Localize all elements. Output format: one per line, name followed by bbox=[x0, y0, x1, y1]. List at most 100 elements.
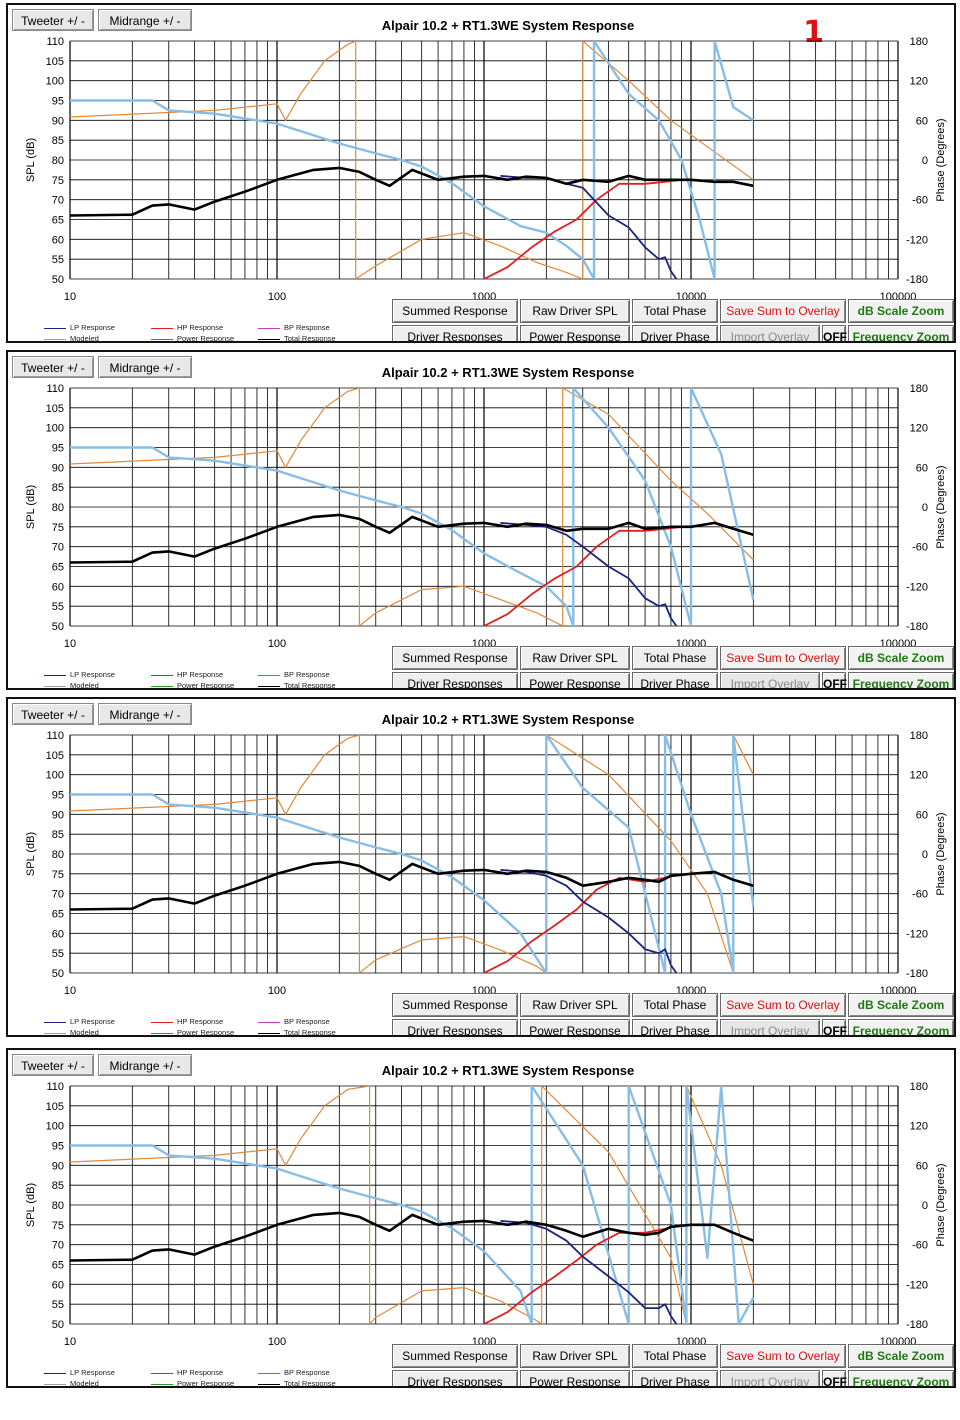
driver-responses-button[interactable]: Driver Responses bbox=[392, 1019, 518, 1035]
tweeter-level-button[interactable]: Tweeter +/ - bbox=[12, 1054, 94, 1076]
chart-panel-4: Tweeter +/ - Midrange +/ - Alpair 10.2 + R… bbox=[6, 1048, 956, 1388]
frequency-zoom-button[interactable]: Frequency Zoom bbox=[848, 672, 954, 688]
y-tick-label: 75 bbox=[52, 522, 64, 534]
driver-responses-button[interactable]: Driver Responses bbox=[392, 672, 518, 688]
save-sum-to-overlay-button[interactable]: Save Sum to Overlay bbox=[720, 993, 846, 1017]
y-tick-label: 85 bbox=[52, 1180, 64, 1192]
total-phase-button[interactable]: Total Phase bbox=[632, 299, 718, 323]
y-tick-label: 65 bbox=[52, 1260, 64, 1272]
import-overlay-button[interactable]: Import Overlay bbox=[720, 325, 820, 341]
y-tick-label: 105 bbox=[46, 1101, 64, 1113]
import-overlay-button[interactable]: Import Overlay bbox=[720, 672, 820, 688]
legend-swatch bbox=[44, 674, 66, 676]
legend-swatch bbox=[151, 327, 173, 329]
y2-tick-label: -180 bbox=[906, 1319, 928, 1331]
legend-swatch bbox=[258, 1021, 280, 1023]
db-scale-zoom-button[interactable]: dB Scale Zoom bbox=[848, 299, 954, 323]
y-tick-label: 60 bbox=[52, 581, 64, 593]
midrange-level-button[interactable]: Midrange +/ - bbox=[98, 1054, 192, 1076]
raw-driver-spl-button[interactable]: Raw Driver SPL bbox=[520, 1344, 630, 1368]
legend-power: Power Response bbox=[151, 1028, 234, 1035]
grid bbox=[69, 734, 899, 974]
legend-swatch bbox=[44, 1383, 66, 1385]
raw-driver-spl-button[interactable]: Raw Driver SPL bbox=[520, 299, 630, 323]
chart-svg: Alpair 10.2 + RT1.3WE System Response 50 5… bbox=[25, 365, 947, 650]
db-scale-zoom-button[interactable]: dB Scale Zoom bbox=[848, 993, 954, 1017]
y-tick-label: 90 bbox=[52, 462, 64, 474]
midrange-level-button[interactable]: Midrange +/ - bbox=[98, 9, 192, 31]
power-response-button[interactable]: Power Response bbox=[520, 1370, 630, 1386]
summed-response-button[interactable]: Summed Response bbox=[392, 646, 518, 670]
x-tick-label: 100 bbox=[268, 1336, 286, 1348]
chart-title: Alpair 10.2 + RT1.3WE System Response bbox=[382, 18, 635, 33]
tweeter-level-button[interactable]: Tweeter +/ - bbox=[12, 703, 94, 725]
legend-swatch bbox=[258, 1383, 280, 1385]
y2-tick-label: -120 bbox=[906, 928, 928, 940]
legend-power: Power Response bbox=[151, 681, 234, 688]
x-tick-label: 100 bbox=[268, 638, 286, 650]
y2-tick-label: 120 bbox=[910, 770, 928, 782]
y-tick-label: 85 bbox=[52, 482, 64, 494]
y-axis-label: SPL (dB) bbox=[25, 138, 37, 182]
driver-phase-button[interactable]: Driver Phase bbox=[632, 325, 718, 341]
frequency-zoom-button[interactable]: Frequency Zoom bbox=[848, 325, 954, 341]
overlay-off-toggle[interactable]: OFF bbox=[822, 672, 847, 688]
driver-phase-button[interactable]: Driver Phase bbox=[632, 672, 718, 688]
y2-tick-label: 120 bbox=[910, 423, 928, 435]
raw-driver-spl-button[interactable]: Raw Driver SPL bbox=[520, 646, 630, 670]
y2-tick-label: 60 bbox=[916, 462, 928, 474]
x-tick-label: 10 bbox=[64, 1336, 76, 1348]
summed-response-button[interactable]: Summed Response bbox=[392, 1344, 518, 1368]
overlay-off-toggle[interactable]: OFF bbox=[822, 1019, 847, 1035]
y-tick-label: 55 bbox=[52, 254, 64, 266]
driver-responses-button[interactable]: Driver Responses bbox=[392, 325, 518, 341]
tweeter-level-button[interactable]: Tweeter +/ - bbox=[12, 9, 94, 31]
y-tick-label: 110 bbox=[46, 730, 64, 742]
legend-swatch bbox=[151, 674, 173, 676]
legend-label: LP Response bbox=[70, 323, 115, 332]
power-response-button[interactable]: Power Response bbox=[520, 325, 630, 341]
total-phase-button[interactable]: Total Phase bbox=[632, 646, 718, 670]
save-sum-to-overlay-button[interactable]: Save Sum to Overlay bbox=[720, 299, 846, 323]
series-phase-midrange bbox=[70, 735, 754, 973]
y-tick-label: 85 bbox=[52, 135, 64, 147]
driver-phase-button[interactable]: Driver Phase bbox=[632, 1370, 718, 1386]
db-scale-zoom-button[interactable]: dB Scale Zoom bbox=[848, 1344, 954, 1368]
y-tick-label: 70 bbox=[52, 1240, 64, 1252]
power-response-button[interactable]: Power Response bbox=[520, 672, 630, 688]
power-response-button[interactable]: Power Response bbox=[520, 1019, 630, 1035]
driver-phase-button[interactable]: Driver Phase bbox=[632, 1019, 718, 1035]
legend-power: Power Response bbox=[151, 334, 234, 341]
y-tick-label: 105 bbox=[46, 403, 64, 415]
y-tick-label: 95 bbox=[52, 443, 64, 455]
y-tick-label: 75 bbox=[52, 175, 64, 187]
y-tick-label: 105 bbox=[46, 750, 64, 762]
total-phase-button[interactable]: Total Phase bbox=[632, 1344, 718, 1368]
x-tick-label: 100 bbox=[268, 291, 286, 303]
legend-swatch bbox=[44, 1032, 66, 1034]
summed-response-button[interactable]: Summed Response bbox=[392, 299, 518, 323]
midrange-level-button[interactable]: Midrange +/ - bbox=[98, 703, 192, 725]
raw-driver-spl-button[interactable]: Raw Driver SPL bbox=[520, 993, 630, 1017]
import-overlay-button[interactable]: Import Overlay bbox=[720, 1019, 820, 1035]
save-sum-to-overlay-button[interactable]: Save Sum to Overlay bbox=[720, 646, 846, 670]
legend-swatch bbox=[151, 1372, 173, 1374]
midrange-level-button[interactable]: Midrange +/ - bbox=[98, 356, 192, 378]
import-overlay-button[interactable]: Import Overlay bbox=[720, 1370, 820, 1386]
y-tick-label: 50 bbox=[52, 968, 64, 980]
overlay-off-toggle[interactable]: OFF bbox=[822, 1370, 847, 1386]
summed-response-button[interactable]: Summed Response bbox=[392, 993, 518, 1017]
y2-tick-label: -60 bbox=[912, 889, 928, 901]
db-scale-zoom-button[interactable]: dB Scale Zoom bbox=[848, 646, 954, 670]
driver-responses-button[interactable]: Driver Responses bbox=[392, 1370, 518, 1386]
save-sum-to-overlay-button[interactable]: Save Sum to Overlay bbox=[720, 1344, 846, 1368]
legend-label: Total Response bbox=[284, 1379, 336, 1388]
total-phase-button[interactable]: Total Phase bbox=[632, 993, 718, 1017]
tweeter-level-button[interactable]: Tweeter +/ - bbox=[12, 356, 94, 378]
overlay-off-toggle[interactable]: OFF bbox=[822, 325, 847, 341]
frequency-zoom-button[interactable]: Frequency Zoom bbox=[848, 1370, 954, 1386]
series-hp bbox=[483, 178, 682, 279]
frequency-zoom-button[interactable]: Frequency Zoom bbox=[848, 1019, 954, 1035]
y2-axis-label: Phase (Degrees) bbox=[935, 1163, 947, 1246]
chart-title: Alpair 10.2 + RT1.3WE System Response bbox=[382, 712, 635, 727]
